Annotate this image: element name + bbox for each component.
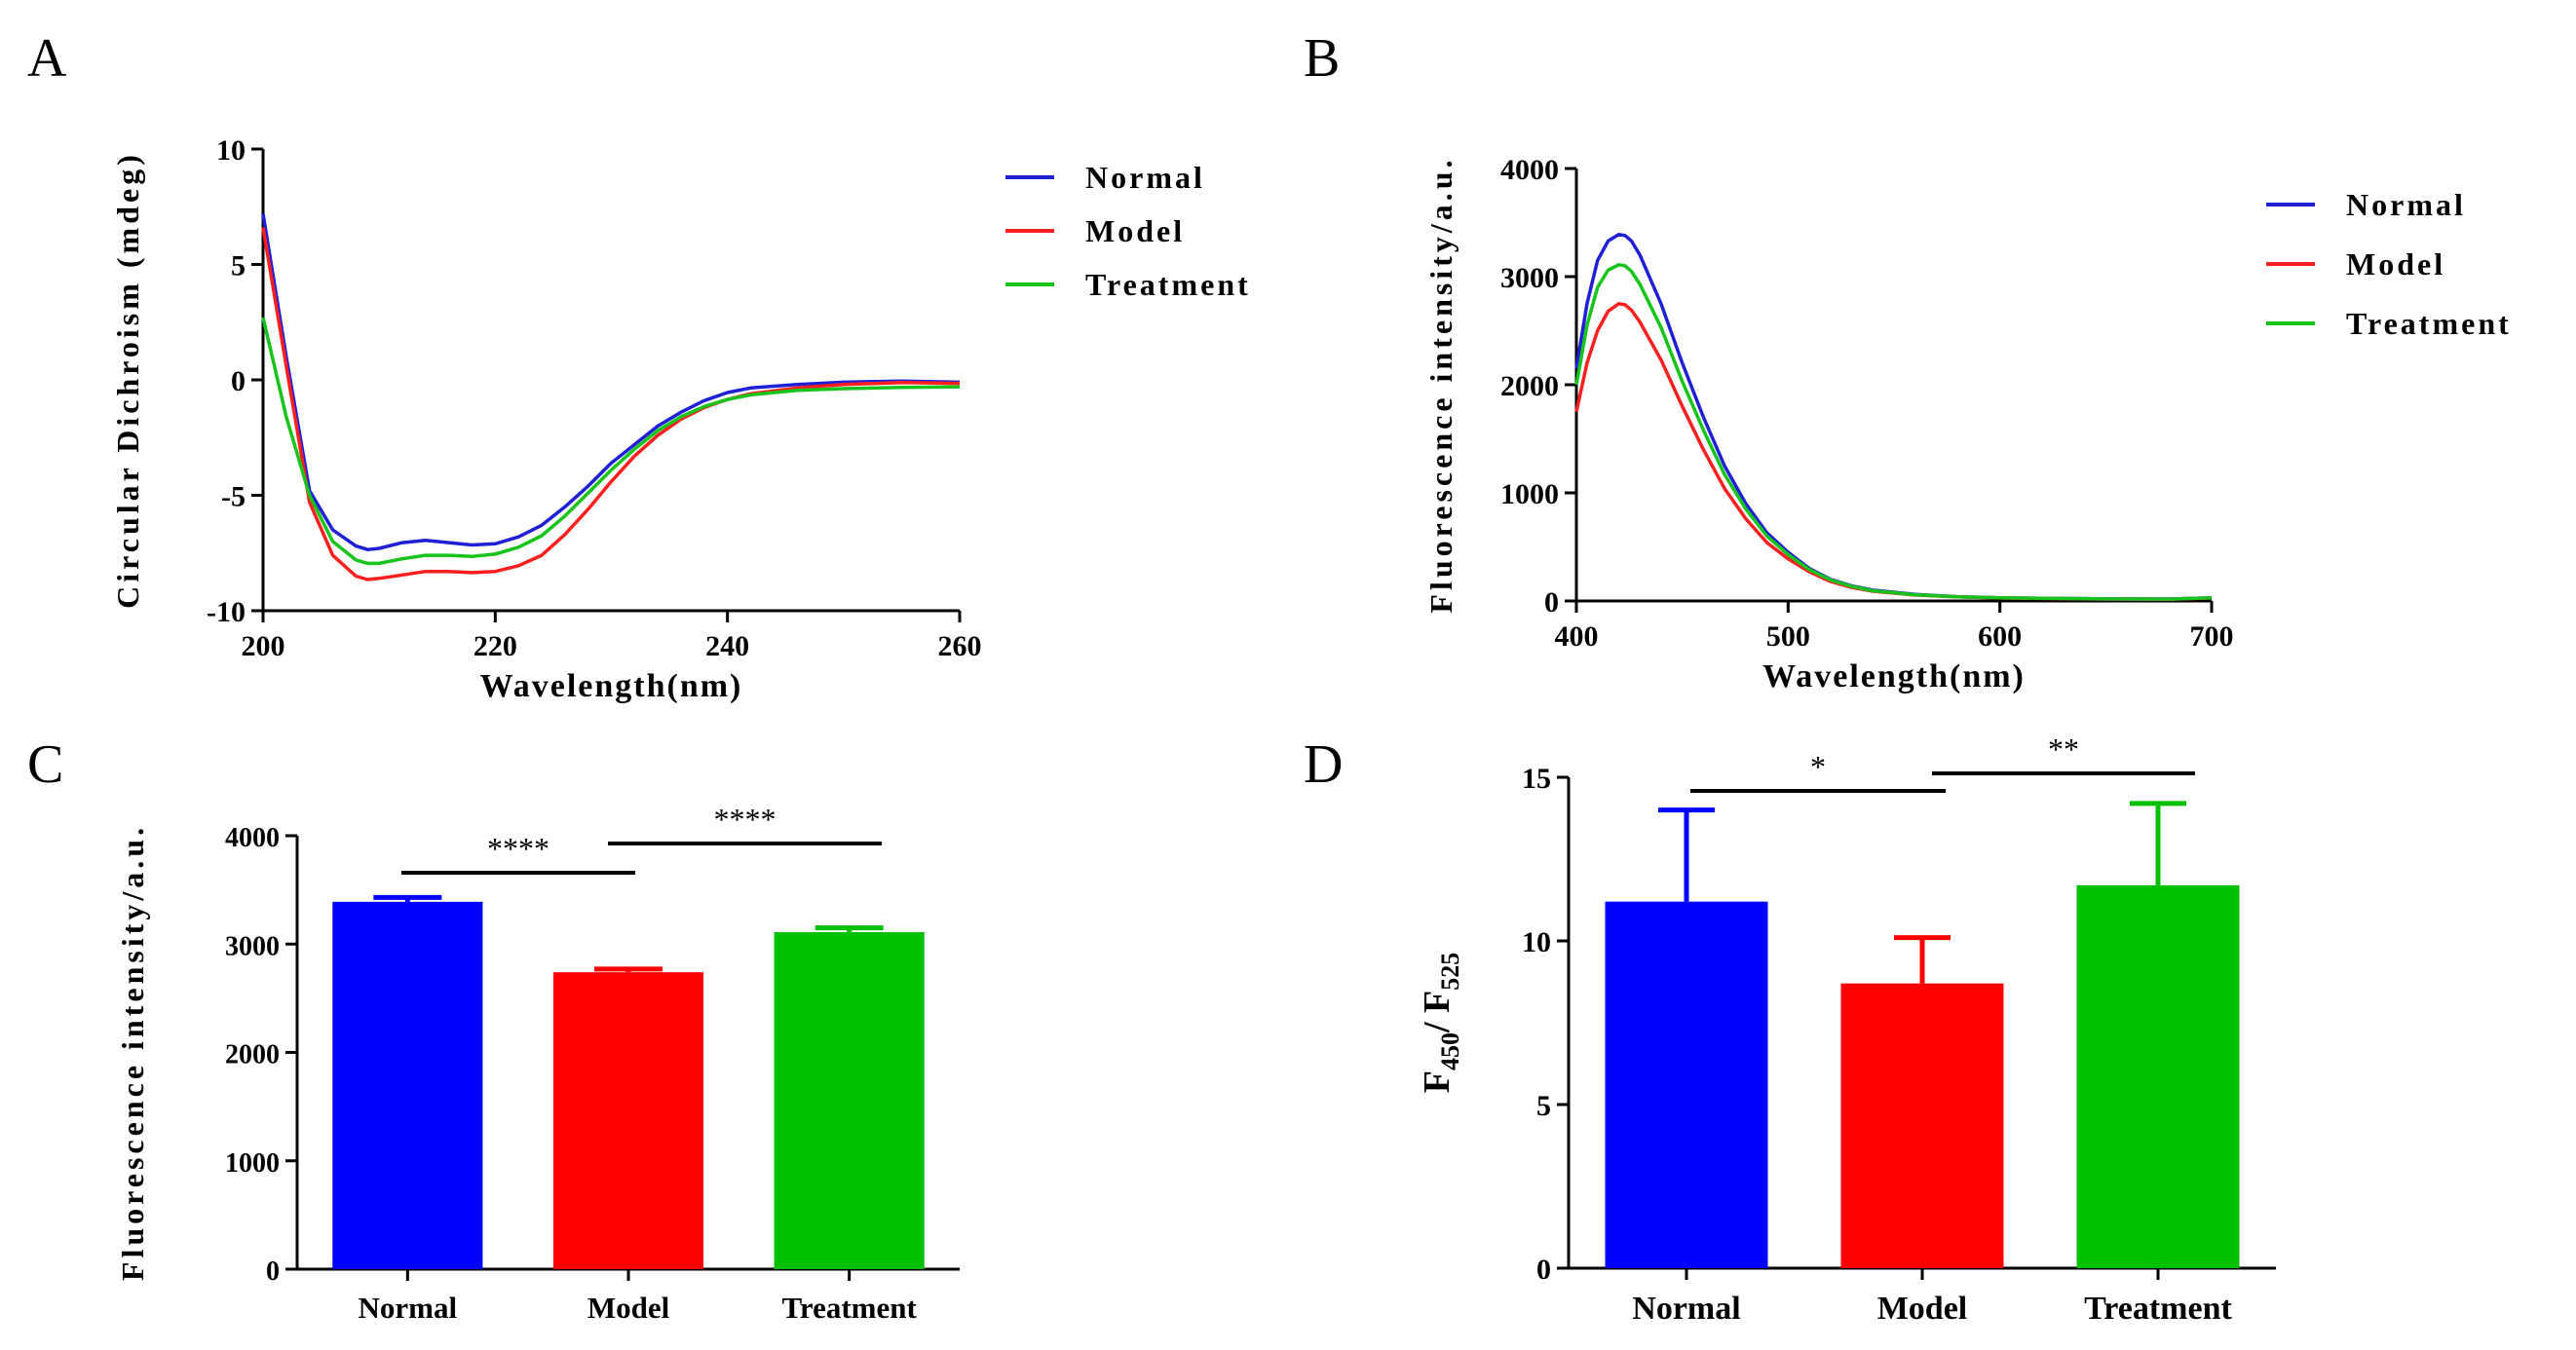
y-axis-title: Fluorescence intensity/a.u. xyxy=(115,824,150,1281)
legend-label-treatment: Treatment xyxy=(1085,267,1251,302)
bar-normal xyxy=(332,901,483,1269)
x-tick-label: 600 xyxy=(1978,620,2022,653)
series-line-treatment xyxy=(261,317,961,566)
x-tick-label: 260 xyxy=(938,630,982,662)
significance-label: * xyxy=(1810,749,1826,784)
panel-letter-a: A xyxy=(27,28,67,89)
y-tick-label: -10 xyxy=(207,596,246,628)
y-tick-label: 1000 xyxy=(225,1148,280,1179)
x-category-label: Treatment xyxy=(2084,1291,2232,1327)
y-axis-title: Fluorescence intensity/a.u. xyxy=(1423,156,1458,613)
series-line-treatment xyxy=(1574,263,2213,601)
y-tick-label: 3000 xyxy=(225,931,280,961)
bar-model xyxy=(552,972,704,1269)
y-tick-label: 0 xyxy=(231,365,246,397)
legend-label-normal: Normal xyxy=(2346,187,2466,222)
x-category-label: Model xyxy=(1877,1291,1968,1327)
x-tick-label: 200 xyxy=(242,630,285,662)
y-tick-label: 5 xyxy=(1536,1090,1551,1122)
panel-letter-b: B xyxy=(1304,28,1340,89)
series-line-model xyxy=(1574,302,2213,601)
y-axis-title: F450/ F525 xyxy=(1417,953,1464,1094)
y-tick-label: 0 xyxy=(1536,1254,1551,1286)
y-axis-title-subscript: 525 xyxy=(1436,953,1464,991)
legend-label-model: Model xyxy=(2346,246,2445,281)
chart-panel-c: 0 1000 2000 3000 4000 Normal Model Treatment ***… xyxy=(115,802,960,1325)
y-tick-label: -5 xyxy=(221,481,246,513)
panel-letter-d: D xyxy=(1304,734,1343,795)
y-tick-label: 0 xyxy=(1544,586,1559,619)
y-tick-label: 1000 xyxy=(1500,478,1559,510)
bar-normal xyxy=(1605,901,1768,1268)
y-tick-label: 15 xyxy=(1522,763,1551,795)
y-axis-title-subscript: 450 xyxy=(1436,1032,1464,1070)
y-tick-label: 2000 xyxy=(1500,370,1559,402)
x-tick-label: 240 xyxy=(705,630,749,662)
series-line-model xyxy=(261,227,961,581)
significance-label: ** xyxy=(2048,731,2079,767)
y-tick-label: 3000 xyxy=(1500,262,1559,294)
x-tick-label: 700 xyxy=(2190,620,2234,653)
y-axis-title-part: / F xyxy=(1417,991,1458,1033)
y-tick-label: 10 xyxy=(216,134,246,167)
x-category-label: Normal xyxy=(1632,1291,1740,1327)
chart-panel-a: -10 -5 0 5 10 200 220 240 260 Wavelength(nm) Circu… xyxy=(110,134,1251,704)
y-tick-label: 4000 xyxy=(225,823,280,853)
x-tick-label: 400 xyxy=(1555,620,1599,653)
chart-panel-b: 0 1000 2000 3000 4000 400 500 600 700 Wavelength(… xyxy=(1423,154,2512,694)
y-axis-title: Circular Dichroism (mdeg) xyxy=(110,151,145,609)
legend-label-model: Model xyxy=(1085,213,1185,248)
bar-treatment xyxy=(774,932,925,1269)
y-tick-label: 0 xyxy=(266,1256,280,1287)
x-axis-title: Wavelength(nm) xyxy=(1762,658,2026,694)
y-axis-title-part: F xyxy=(1417,1070,1458,1093)
bar-treatment xyxy=(2076,884,2240,1268)
panel-letter-c: C xyxy=(27,734,63,795)
x-axis-title: Wavelength(nm) xyxy=(480,668,743,704)
significance-label: **** xyxy=(487,831,549,866)
bar-model xyxy=(1840,983,2004,1268)
y-tick-label: 5 xyxy=(231,250,246,282)
legend-label-treatment: Treatment xyxy=(2346,306,2512,341)
x-tick-label: 220 xyxy=(474,630,517,662)
y-tick-label: 10 xyxy=(1522,926,1551,958)
x-category-label: Treatment xyxy=(782,1291,918,1325)
x-tick-label: 500 xyxy=(1766,620,1810,653)
series-line-normal xyxy=(1574,232,2213,601)
x-category-label: Model xyxy=(587,1291,670,1325)
significance-label: **** xyxy=(714,802,777,837)
y-tick-label: 2000 xyxy=(225,1040,280,1070)
x-category-label: Normal xyxy=(359,1291,458,1325)
series-line-normal xyxy=(261,213,961,551)
legend-label-normal: Normal xyxy=(1085,160,1205,195)
y-tick-label: 4000 xyxy=(1500,154,1559,186)
